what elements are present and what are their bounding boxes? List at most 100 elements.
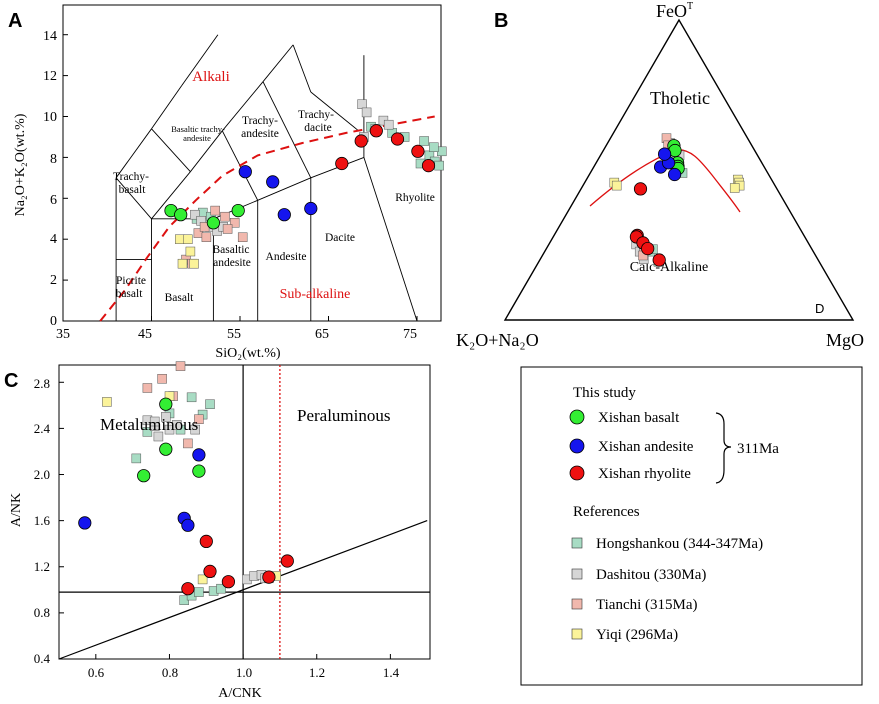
c-xtick-0.6: 0.6 (88, 665, 105, 680)
panel-c-y-axis-label: A/NK (9, 493, 24, 527)
panel-a-y-axis-label: Na₂O+K₂O(wt.%) (13, 113, 28, 216)
a-ytick-14: 14 (43, 29, 57, 44)
c-ytick-2.0: 2.0 (34, 467, 50, 482)
tas-field-labels: Alkali Sub-alkaline Basaltic trachy- and… (113, 69, 435, 304)
diagonal-line (58, 520, 428, 660)
tas-point-xishan-basalt-1 (174, 208, 188, 222)
afm-triangle (503, 18, 855, 321)
trachydacite-label-1: Trachy- (298, 109, 334, 121)
acnk-point-tianchi-3 (175, 361, 186, 371)
acnk-point-yiqi-2 (197, 574, 208, 585)
a-xtick-55: 55 (227, 327, 241, 342)
tas-field-boundaries (115, 34, 418, 322)
panel-a-ticks (62, 34, 418, 322)
panel-a-study-points (164, 124, 436, 230)
tas-point-tianchi-5 (237, 232, 248, 242)
acnk-point-hongshankou-4 (186, 392, 197, 403)
acnk-point-xishan-andesite-2 (181, 518, 195, 532)
trachybasalt-label-2: basalt (119, 184, 147, 196)
tas-boundary-16 (257, 177, 311, 201)
tas-point-xishan-rhyolite-0 (335, 156, 349, 171)
afm-point-xishan-rhyolite-4 (641, 242, 655, 256)
tas-point-tianchi-4 (229, 218, 240, 228)
tas-point-hongshankou-10 (437, 146, 447, 157)
tas-boundary-1 (115, 128, 152, 179)
metaluminous-label: Metaluminous (100, 415, 198, 434)
panel-c-y-ticklabels: 0.4 0.8 1.2 1.6 2.0 2.4 2.8 (34, 376, 51, 666)
acnk-point-tianchi-1 (157, 374, 167, 384)
a-xtick-65: 65 (315, 327, 329, 342)
panel-a-x-axis-label: SiO₂(wt.%) (215, 346, 280, 361)
a-ytick-2: 2 (50, 273, 57, 288)
panel-c-reference-points (102, 361, 281, 605)
picrite-basalt-label-1: Picrite (116, 275, 146, 287)
a-xtick-35: 35 (56, 327, 70, 342)
apex-right-label: MgO (826, 330, 864, 350)
afm-point-xishan-rhyolite-5 (652, 253, 666, 267)
trachydacite-label-2: dacite (304, 122, 331, 134)
tas-boundary-6 (221, 81, 264, 132)
tas-point-dashitou-6 (361, 107, 372, 118)
d-label: D (815, 301, 824, 316)
acnk-point-dashitou-5 (172, 420, 182, 430)
a-ytick-4: 4 (50, 232, 57, 247)
acnk-point-dashitou-6 (149, 416, 160, 427)
a-ytick-12: 12 (43, 69, 57, 84)
acnk-point-dashitou-7 (190, 424, 200, 435)
panel-b: B FeOT K₂O+Na₂O MgO Tholetic Calc-Alkali… (456, 1, 864, 350)
acnk-point-hongshankou-9 (194, 587, 204, 597)
tas-point-dashitou-5 (357, 99, 367, 109)
tas-point-hongshankou-1 (198, 207, 208, 218)
dacite-field-label: Dacite (325, 232, 355, 244)
tas-boundary-12 (115, 177, 152, 220)
acnk-point-xishan-rhyolite-3 (221, 575, 235, 589)
afm-point-xishan-andesite-2 (657, 147, 672, 161)
tas-boundary-7 (262, 44, 294, 82)
trachyandesite-label-2: andesite (241, 128, 279, 140)
trachybasalt-label-1: Trachy- (113, 171, 149, 183)
c-ytick-0.4: 0.4 (34, 651, 51, 666)
calc-alkaline-label: Calc-Alkaline (630, 260, 709, 275)
legend-andesite-label: Xishan andesite (598, 439, 694, 455)
legend-this-study-heading: This study (573, 385, 636, 401)
a-ytick-10: 10 (43, 110, 57, 125)
a-ytick-8: 8 (50, 152, 57, 167)
legend-tianchi-marker (571, 598, 583, 610)
c-xtick-0.8: 0.8 (162, 665, 178, 680)
tas-boundary-5 (190, 130, 223, 172)
legend-yiqi-marker (571, 628, 583, 640)
tas-point-xishan-basalt-3 (231, 204, 245, 218)
legend-dashitou-marker (571, 568, 583, 580)
legend-hongshankou-marker (571, 537, 583, 549)
apex-top-superscript: T (687, 1, 693, 12)
apex-left-label: K₂O+Na₂O (456, 330, 539, 350)
c-ytick-1.2: 1.2 (34, 559, 50, 574)
acnk-point-hongshankou-6 (205, 399, 215, 409)
tas-point-xishan-andesite-2 (277, 208, 291, 222)
basaltic-andesite-label-1: Basaltic (212, 244, 249, 256)
a-ytick-6: 6 (50, 193, 57, 208)
panel-a-letter: A (8, 10, 22, 32)
tas-point-yiqi-3 (189, 258, 199, 269)
acnk-point-xishan-rhyolite-5 (280, 554, 294, 568)
tas-point-yiqi-2 (177, 258, 188, 269)
legend: This study Xishan basalt Xishan andesite… (520, 366, 863, 686)
c-ytick-0.8: 0.8 (34, 605, 50, 620)
tas-boundary-3 (181, 34, 219, 87)
legend-basalt-label: Xishan basalt (598, 410, 680, 426)
tas-boundary-10 (292, 44, 312, 93)
legend-references-heading: References (573, 504, 640, 520)
tas-boundary-11 (310, 91, 359, 132)
acnk-point-xishan-basalt-0 (137, 469, 151, 483)
a-xtick-75: 75 (403, 327, 417, 342)
acnk-point-hongshankou-0 (131, 453, 142, 464)
tas-point-xishan-rhyolite-4 (411, 144, 425, 158)
tas-point-tianchi-8 (201, 232, 212, 242)
legend-dashitou-label: Dashitou (330Ma) (596, 567, 706, 583)
afm-point-yiqi-5 (729, 183, 740, 193)
acnk-point-tianchi-0 (142, 383, 153, 393)
panel-c-letter: C (4, 370, 18, 392)
basaltic-trachyandesite-label-2: andesite (183, 133, 211, 143)
legend-age-label: 311Ma (737, 441, 779, 457)
c-ytick-2.4: 2.4 (34, 421, 51, 436)
